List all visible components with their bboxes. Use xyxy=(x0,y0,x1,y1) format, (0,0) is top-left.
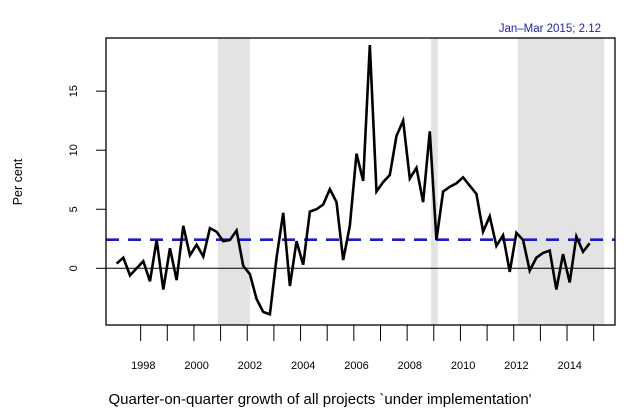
shaded-periods xyxy=(217,38,605,325)
x-tick-label: 2004 xyxy=(291,360,315,372)
x-tick-label: 2006 xyxy=(344,360,368,372)
y-tick-label: 15 xyxy=(68,85,80,97)
x-tick-label: 2012 xyxy=(504,360,528,372)
x-tick-label: 2010 xyxy=(451,360,475,372)
x-tick-label: 2000 xyxy=(184,360,208,372)
shaded-period xyxy=(517,38,605,325)
last-value-annotation: Jan–Mar 2015; 2.12 xyxy=(499,23,601,35)
x-tick-label: 2008 xyxy=(398,360,422,372)
chart-caption: Quarter-on-quarter growth of all project… xyxy=(108,391,531,408)
plot-frame xyxy=(105,37,616,326)
x-tick-label: 2002 xyxy=(238,360,262,372)
series-group xyxy=(115,45,591,317)
series-line xyxy=(115,45,591,317)
y-axis-label: Per cent xyxy=(11,158,25,205)
shaded-period xyxy=(431,38,438,325)
y-tick-label: 0 xyxy=(68,265,80,271)
x-axis: 1998 2000 2002 2004 2006 2008 2010 2012 2014 xyxy=(131,325,595,372)
x-tick-label: 1998 xyxy=(131,360,155,372)
y-axis: 0 5 10 15 xyxy=(68,85,106,271)
y-tick-label: 10 xyxy=(68,144,80,156)
x-tick-label: 2014 xyxy=(557,360,581,372)
y-tick-label: 5 xyxy=(68,206,80,212)
shaded-period xyxy=(217,38,250,325)
